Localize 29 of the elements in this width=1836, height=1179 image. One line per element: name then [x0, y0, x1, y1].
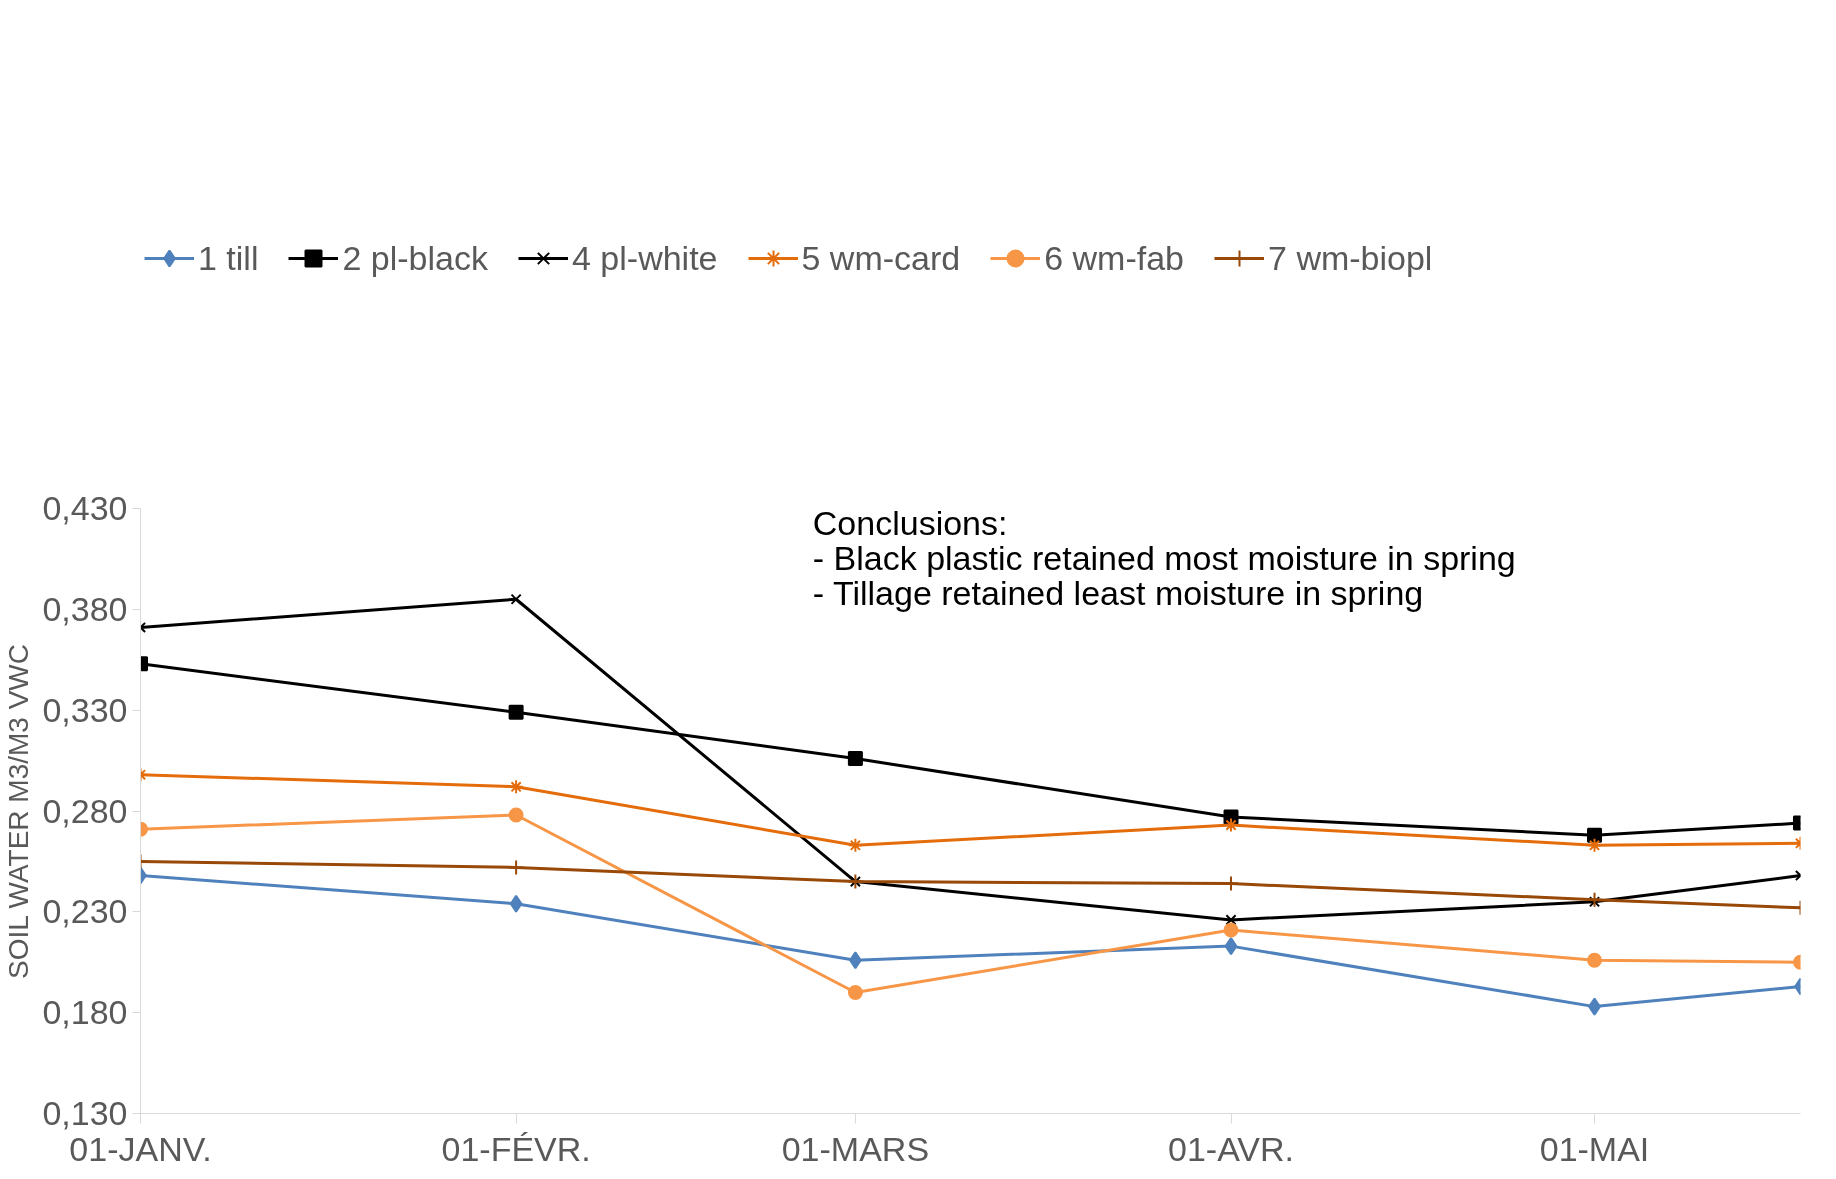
point [1588, 896, 1601, 908]
x-tick-label: 01-JANV. [69, 1129, 212, 1168]
point [1587, 827, 1603, 843]
point [509, 894, 523, 913]
x-tick-label: 01-MAI [1539, 1129, 1650, 1168]
point [508, 704, 524, 720]
point [508, 807, 524, 823]
legend-label: 7 wm-biopl [1268, 238, 1433, 278]
y-tick-label: 0,230 [42, 892, 128, 931]
x-tick-label: 01-MARS [781, 1129, 930, 1168]
point [510, 593, 522, 605]
y-tick-label: 0,280 [42, 791, 128, 830]
y-tick-label: 0,330 [42, 690, 128, 729]
y-tick-label: 0,180 [42, 993, 128, 1032]
y-axis-title: SOIL WATER M3/M3 VWC [3, 644, 35, 980]
legend-label: 2 pl-black [342, 238, 488, 278]
legend-label: 6 wm-fab [1044, 238, 1185, 278]
legend-label: 1 till [198, 238, 259, 278]
y-tick-label: 0,380 [42, 589, 128, 628]
legend-label: 5 wm-card [801, 238, 961, 278]
point [1587, 837, 1603, 853]
x-tick-label: 01-AVR. [1168, 1129, 1295, 1168]
y-tick-label: 0,130 [42, 1094, 128, 1132]
point [508, 859, 525, 876]
x-tick-label: 01-FÉVR. [441, 1129, 591, 1168]
legend-label: 4 pl-white [571, 238, 718, 278]
y-tick-label: 0,430 [42, 489, 128, 527]
point [508, 779, 524, 795]
point [1587, 952, 1603, 968]
